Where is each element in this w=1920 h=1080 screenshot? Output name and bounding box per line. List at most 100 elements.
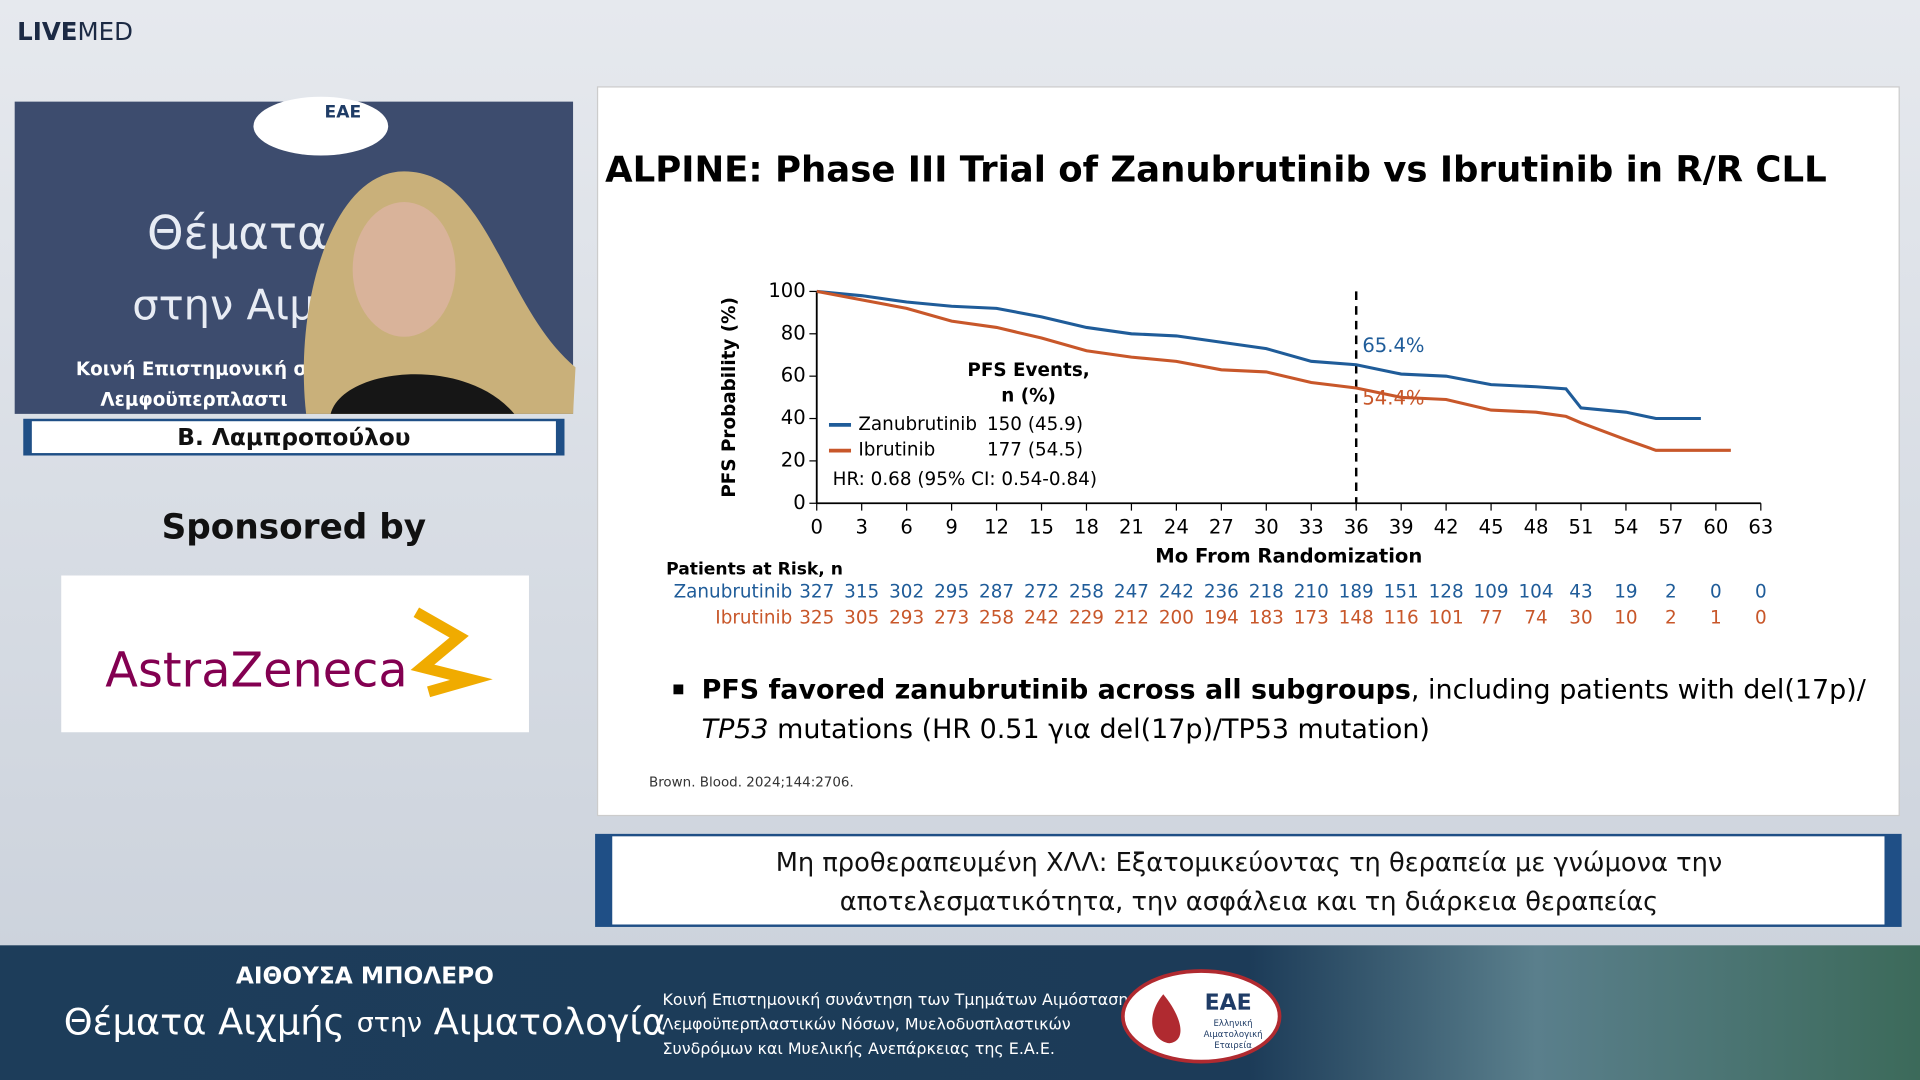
risk-value: 212 (1114, 607, 1149, 628)
risk-value: 2 (1665, 582, 1677, 603)
risk-value: 189 (1339, 582, 1374, 603)
x-tick-label: 54 (1613, 515, 1638, 538)
risk-value: 30 (1569, 607, 1592, 628)
x-tick-label: 57 (1658, 515, 1683, 538)
risk-value: 109 (1474, 582, 1509, 603)
risk-value: 151 (1384, 582, 1419, 603)
bullet-italic: TP53 (702, 713, 769, 744)
risk-value: 242 (1024, 607, 1059, 628)
footer-description: Κοινή Επιστημονική συνάντηση των Τμημάτω… (662, 990, 1142, 1009)
y-tick-label: 60 (781, 364, 806, 387)
x-tick-label: 51 (1569, 515, 1594, 538)
series-line (816, 289, 1731, 452)
sponsor-symbol (410, 607, 493, 698)
logo-bold: LIVE (17, 17, 77, 46)
risk-value: 148 (1339, 607, 1374, 628)
name-bar-edge (24, 420, 32, 455)
series-line (816, 289, 1701, 421)
risk-value: 0 (1755, 607, 1767, 628)
sponsor-label: Sponsored by (162, 507, 427, 547)
bullet-text: mutations (HR 0.51 για del(17p)/TP53 mut… (769, 713, 1430, 744)
risk-value: 258 (979, 607, 1014, 628)
legend-events: 150 (45.9) (987, 414, 1083, 435)
risk-value: 210 (1294, 582, 1329, 603)
video-text: Λεμφοϋπερπλαστι (100, 389, 287, 410)
bullet-marker (673, 684, 684, 695)
y-tick-label: 40 (781, 406, 806, 429)
speaker-body (330, 374, 515, 414)
x-tick-label: 18 (1074, 515, 1099, 538)
x-tick-label: 42 (1434, 515, 1459, 538)
risk-row-label: Zanubrutinib (674, 582, 793, 603)
risk-value: 104 (1519, 582, 1554, 603)
y-tick-label: 100 (768, 279, 805, 302)
video-logo: ΕΑΕ (325, 103, 362, 123)
legend-title: n (%) (1001, 386, 1056, 407)
footer-logo-drop (1152, 994, 1181, 1044)
footer-logo-sub: Αιματολογική (1204, 1030, 1263, 1040)
bullet-text: , including patients with del(17p)/ (1411, 674, 1867, 705)
video-logo-bg (253, 96, 389, 156)
annotation: 54.4% (1362, 387, 1424, 410)
x-tick-label: 3 (855, 515, 867, 538)
risk-value: 0 (1755, 582, 1767, 603)
video-text: Θέματα (147, 206, 328, 260)
bullet-bold: PFS favored zanubrutinib across all subg… (702, 674, 1411, 705)
x-tick-label: 33 (1299, 515, 1324, 538)
risk-value: 10 (1614, 607, 1637, 628)
footer-description: Συνδρόμων και Μυελικής Ανεπάρκειας της Ε… (662, 1039, 1055, 1058)
risk-value: 218 (1249, 582, 1284, 603)
x-tick-label: 36 (1344, 515, 1369, 538)
footer-event-part: Αιματολογία (422, 1000, 666, 1043)
risk-value: 258 (1069, 582, 1104, 603)
speaker-face (352, 202, 456, 337)
risk-value: 74 (1524, 607, 1547, 628)
x-tick-label: 24 (1164, 515, 1189, 538)
footer-logo-bg (1121, 969, 1282, 1064)
bullet-line: TP53 mutations (HR 0.51 για del(17p)/TP5… (702, 713, 1430, 744)
x-tick-label: 48 (1524, 515, 1549, 538)
legend-label: Zanubrutinib (858, 414, 977, 435)
sponsor-name: AstraZeneca (105, 643, 407, 698)
logo-light: MED (78, 17, 133, 46)
risk-value: 128 (1429, 582, 1464, 603)
risk-value: 194 (1204, 607, 1239, 628)
x-tick-label: 12 (984, 515, 1009, 538)
x-tick-label: 0 (811, 515, 823, 538)
citation: Brown. Blood. 2024;144:2706. (649, 775, 854, 790)
annotation: 65.4% (1362, 334, 1424, 357)
y-tick-label: 0 (793, 491, 805, 514)
risk-value: 116 (1384, 607, 1419, 628)
legend-title: PFS Events, (967, 360, 1089, 381)
risk-value: 236 (1204, 582, 1239, 603)
footer-description: Λεμφοϋπερπλαστικών Νόσων, Μυελοδυσπλαστι… (662, 1014, 1070, 1033)
caption-edge (596, 835, 613, 926)
risk-value: 173 (1294, 607, 1329, 628)
risk-value: 325 (799, 607, 834, 628)
x-tick-label: 21 (1119, 515, 1144, 538)
y-tick-label: 80 (781, 321, 806, 344)
logo: LIVEMED (17, 17, 133, 46)
x-tick-label: 6 (900, 515, 912, 538)
footer-logo-sub: Ελληνική (1213, 1019, 1252, 1029)
hr-text: HR: 0.68 (95% CI: 0.54-0.84) (833, 469, 1097, 490)
y-axis-label: PFS Probability (%) (719, 297, 740, 498)
slide-title: ALPINE: Phase III Trial of Zanubrutinib … (605, 149, 1827, 190)
risk-value: 77 (1479, 607, 1502, 628)
footer-room: ΑΙΘΟΥΣΑ ΜΠΟΛΕΡΟ (236, 963, 494, 990)
risk-value: 43 (1569, 582, 1592, 603)
footer-event: Θέματα Αιχμής στην Αιματολογία (64, 1000, 666, 1043)
risk-value: 247 (1114, 582, 1149, 603)
footer-event-part: στην (357, 1007, 422, 1038)
footer-event-part: Θέματα Αιχμής (64, 1000, 357, 1043)
risk-value: 183 (1249, 607, 1284, 628)
legend-events: 177 (54.5) (987, 440, 1083, 461)
risk-value: 229 (1069, 607, 1104, 628)
risk-value: 273 (934, 607, 969, 628)
risk-value: 200 (1159, 607, 1194, 628)
risk-value: 2 (1665, 607, 1677, 628)
risk-value: 1 (1710, 607, 1722, 628)
speaker-name: Β. Λαμπροπούλου (177, 424, 410, 451)
